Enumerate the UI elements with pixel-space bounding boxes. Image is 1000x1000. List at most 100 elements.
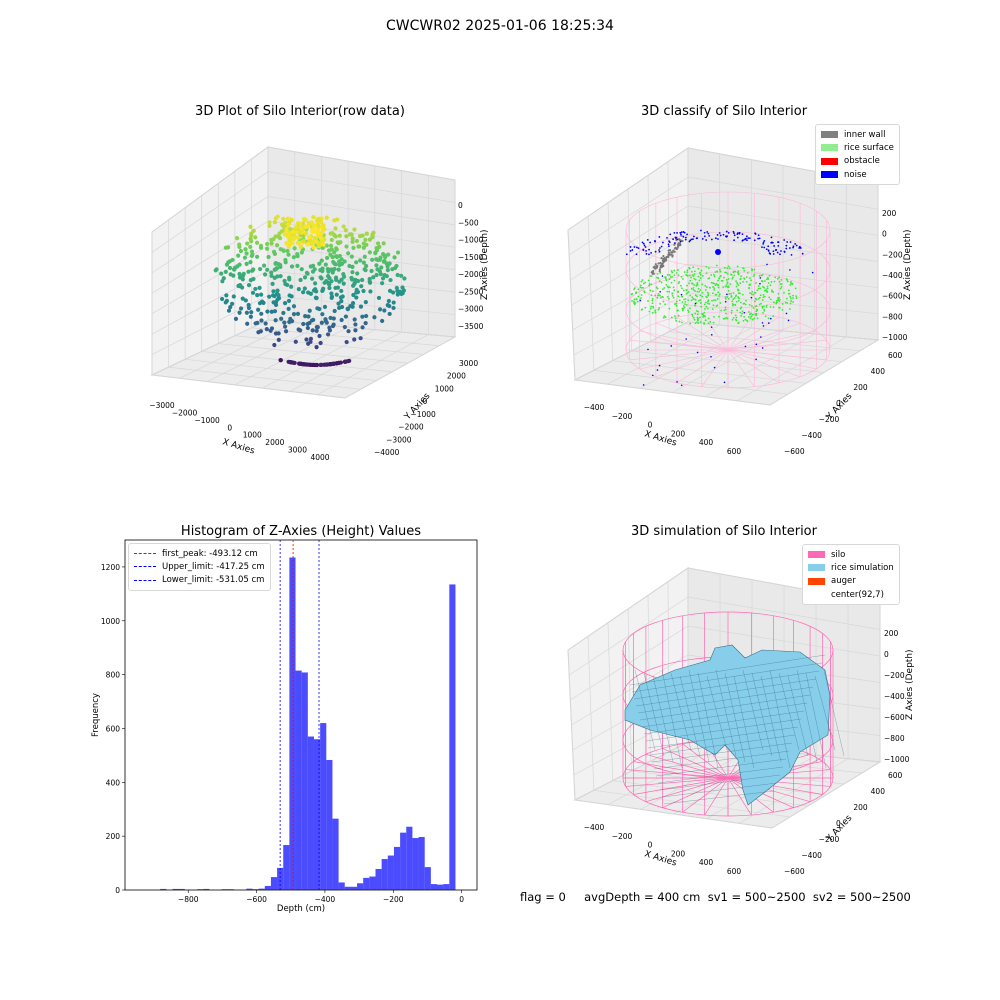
rice-surface-point (763, 280, 766, 282)
data-point (371, 275, 376, 280)
rice-surface-point (701, 313, 704, 316)
rice-surface-point (711, 299, 713, 302)
rice-surface-point (757, 285, 760, 288)
rice-surface-point (712, 321, 715, 324)
data-point (351, 283, 356, 288)
figure-title: CWCWR02 2025-01-06 18:25:34 (386, 18, 614, 34)
rice-surface-point (687, 299, 690, 302)
inner-wall-point (652, 269, 655, 273)
inner-wall-point (653, 265, 656, 268)
histogram-bar (357, 883, 364, 890)
noise-point (680, 293, 683, 296)
data-point (301, 216, 307, 222)
rice-surface-point (739, 311, 742, 314)
rice-surface-point (682, 289, 685, 292)
data-point (223, 245, 228, 250)
data-point (305, 321, 310, 327)
data-point (244, 261, 249, 266)
rice-surface-point (680, 287, 683, 290)
data-point (315, 325, 320, 330)
rice-surface-point (707, 267, 710, 270)
rice-surface-point (677, 314, 680, 317)
rice-surface-point (718, 315, 720, 318)
rice-surface-point (707, 277, 710, 280)
inner-wall-point (659, 261, 662, 265)
rice-surface-point (708, 286, 711, 289)
rice-surface-point (685, 289, 688, 291)
silo-spoke (704, 777, 729, 816)
data-point (327, 285, 332, 291)
rice-surface-point (700, 305, 703, 308)
rice-surface-point (701, 274, 704, 277)
data-point (384, 274, 389, 279)
rice-surface-point (739, 278, 742, 281)
silo-spoke (682, 777, 729, 813)
mesh-line (647, 726, 799, 749)
data-point (401, 288, 406, 293)
rice-surface-point (786, 280, 789, 283)
rice-surface-point (663, 287, 666, 289)
rice-surface-point (693, 270, 696, 273)
rice-surface-point (641, 279, 644, 281)
data-point (304, 270, 310, 275)
mesh-line (634, 669, 656, 751)
rice-surface-point (662, 316, 665, 319)
data-point (253, 286, 258, 292)
data-point (293, 339, 298, 344)
rice-surface-point (694, 294, 697, 297)
x-tick-label: −400 (315, 895, 336, 904)
rice-surface-point (758, 274, 761, 277)
noise-point (682, 231, 685, 233)
rice-surface-point (643, 291, 646, 294)
rice-surface-point (781, 308, 784, 311)
noise-point (722, 233, 725, 236)
noise-point (776, 251, 779, 254)
data-point (245, 321, 250, 326)
noise-point (733, 239, 736, 242)
rice-surface-point (651, 297, 654, 300)
noise-point (625, 253, 628, 256)
data-point (237, 271, 242, 277)
histogram-bar (332, 818, 339, 890)
rice-surface-point (709, 320, 712, 323)
rice-surface-point (757, 287, 760, 290)
silo-spoke (727, 349, 780, 384)
noise-point (715, 249, 721, 255)
noise-point (694, 302, 697, 305)
inner-wall-point (650, 271, 653, 274)
data-point (267, 223, 272, 228)
histogram-bar (381, 859, 388, 890)
z-tick-label: −600 (882, 292, 903, 301)
rice-surface-point (718, 295, 720, 297)
histogram-legend: first_peak: -493.12 cm Upper_limit: -417… (128, 543, 271, 591)
mesh-line (649, 734, 796, 756)
mesh-line (805, 672, 827, 769)
rice-surface-point (727, 289, 730, 292)
data-point (341, 281, 346, 286)
mesh-line (796, 669, 818, 763)
rice-surface-point (766, 290, 769, 293)
rice-surface-point (746, 320, 749, 322)
rice-surface-point (770, 281, 773, 283)
rice-surface-point (672, 296, 675, 299)
rice-surface-point (745, 280, 748, 283)
rice-surface-point (759, 287, 762, 290)
rice-surface-point (711, 308, 714, 310)
x-tick-label: 200 (671, 429, 686, 438)
histogram-bar (320, 723, 327, 890)
rice-surface-point (785, 278, 788, 280)
mesh-line (653, 750, 790, 770)
histogram-bar (295, 670, 302, 890)
x-tick-label: 0 (459, 895, 464, 904)
data-point (357, 233, 363, 239)
rice-surface-point (671, 295, 674, 297)
noise-point (775, 249, 778, 251)
data-point (286, 306, 291, 311)
rice-surface-point (656, 296, 659, 299)
data-point (363, 321, 368, 326)
rice-surface-point (656, 294, 659, 297)
data-point (282, 220, 288, 226)
rice-surface-point (742, 280, 744, 283)
data-point (332, 308, 337, 314)
noise-point (718, 232, 721, 234)
